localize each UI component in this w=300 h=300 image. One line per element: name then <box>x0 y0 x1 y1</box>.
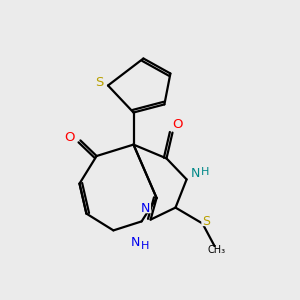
FancyBboxPatch shape <box>64 133 76 142</box>
Text: S: S <box>202 215 210 228</box>
FancyBboxPatch shape <box>188 168 205 178</box>
Text: O: O <box>64 131 75 144</box>
FancyBboxPatch shape <box>94 78 105 87</box>
FancyBboxPatch shape <box>172 120 184 129</box>
Text: O: O <box>172 118 183 131</box>
Text: H: H <box>141 241 149 251</box>
Text: N: N <box>130 236 140 250</box>
Text: H: H <box>201 167 209 177</box>
Text: N: N <box>141 202 150 215</box>
FancyBboxPatch shape <box>201 217 212 226</box>
Text: CH₃: CH₃ <box>208 244 226 255</box>
Text: S: S <box>95 76 104 89</box>
Text: N: N <box>190 167 200 180</box>
FancyBboxPatch shape <box>140 204 151 213</box>
FancyBboxPatch shape <box>128 238 145 248</box>
